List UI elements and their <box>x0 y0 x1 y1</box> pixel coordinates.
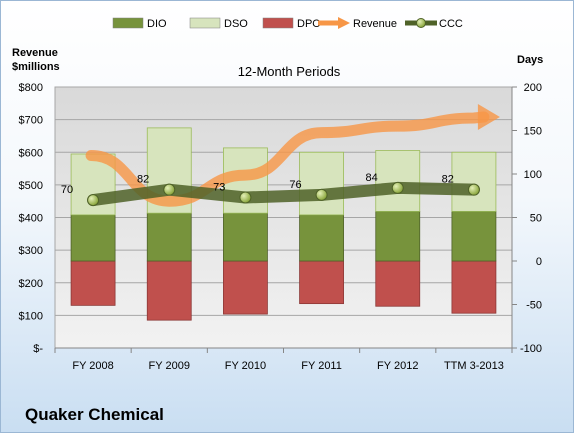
x-tick-label: FY 2009 <box>149 360 190 372</box>
ccc-data-label: 73 <box>213 181 225 193</box>
ccc-point <box>391 181 404 194</box>
legend-ccc-marker <box>416 18 426 28</box>
right-axis-label: Days <box>517 54 543 66</box>
legend-revenue-arrowhead <box>338 17 350 29</box>
ccc-point <box>315 188 328 201</box>
ccc-data-label: 84 <box>366 172 378 184</box>
bar-dpo <box>451 260 497 314</box>
legend-dio-label: DIO <box>147 18 167 30</box>
left-tick-label: $800 <box>19 82 43 94</box>
revenue-arrow-head <box>477 103 500 130</box>
left-tick-label: $100 <box>19 310 43 322</box>
right-tick-label: 200 <box>524 82 542 94</box>
bar-dio <box>299 214 344 262</box>
right-tick-label: -100 <box>520 343 542 355</box>
legend-dpo-label: DPO <box>297 18 321 30</box>
legend-dso-swatch <box>189 17 221 29</box>
ccc-data-label: 82 <box>137 174 149 186</box>
bar-dpo <box>146 260 192 321</box>
legend-dso-label: DSO <box>224 18 248 30</box>
left-tick-label: $600 <box>19 147 43 159</box>
bar-dio <box>70 214 116 262</box>
bar-dpo <box>375 260 421 307</box>
left-tick-label: $500 <box>19 180 43 192</box>
bar-dio <box>375 211 421 262</box>
left-tick-label: $700 <box>19 115 43 127</box>
legend-ccc-label: CCC <box>439 18 463 30</box>
x-tick-label: FY 2012 <box>377 360 418 372</box>
bar-dio <box>451 211 497 262</box>
right-tick-label: -50 <box>526 300 542 312</box>
left-tick-label: $400 <box>19 213 43 225</box>
x-tick-label: FY 2010 <box>225 360 266 372</box>
ccc-point <box>239 191 252 204</box>
left-tick-label: $300 <box>19 245 43 257</box>
ccc-line <box>87 181 480 207</box>
right-tick-label: 150 <box>524 126 542 138</box>
left-axis-label-line2: $millions <box>12 61 60 73</box>
bar-dpo <box>70 260 116 306</box>
bar-dpo <box>223 260 268 315</box>
chart-title: 12-Month Periods <box>238 64 341 79</box>
bar-dio <box>146 212 192 262</box>
bar-dso <box>299 151 344 216</box>
left-tick-label: $- <box>33 343 43 355</box>
legend-dpo-swatch <box>262 17 294 29</box>
legend-dio-swatch <box>112 17 144 29</box>
bar-dpo <box>299 260 344 305</box>
company-name: Quaker Chemical <box>25 405 164 424</box>
ccc-data-label: 70 <box>61 184 73 196</box>
right-tick-label: 50 <box>530 213 542 225</box>
right-tick-label: 100 <box>524 169 542 181</box>
right-tick-label: 0 <box>536 256 542 268</box>
legend: DIO DSO DPO Revenue CCC <box>112 17 463 30</box>
bar-dso <box>375 150 421 212</box>
left-axis-label-line1: Revenue <box>12 47 58 59</box>
ccc-point <box>163 183 176 196</box>
ccc-data-label: 82 <box>442 174 454 186</box>
ccc-data-label: 76 <box>289 179 301 191</box>
bar-dso <box>451 151 497 212</box>
x-tick-label: FY 2011 <box>301 360 342 372</box>
bar-dio <box>223 212 268 262</box>
ccc-point <box>467 183 480 196</box>
ccc-point <box>87 194 100 207</box>
x-tick-label: TTM 3-2013 <box>444 360 504 372</box>
x-tick-label: FY 2008 <box>72 360 113 372</box>
left-tick-label: $200 <box>19 278 43 290</box>
legend-revenue-label: Revenue <box>353 18 397 30</box>
plot-area: $800 $700 $600 $500 $400 $300 $200 $100 $- 200 150… <box>19 82 542 372</box>
